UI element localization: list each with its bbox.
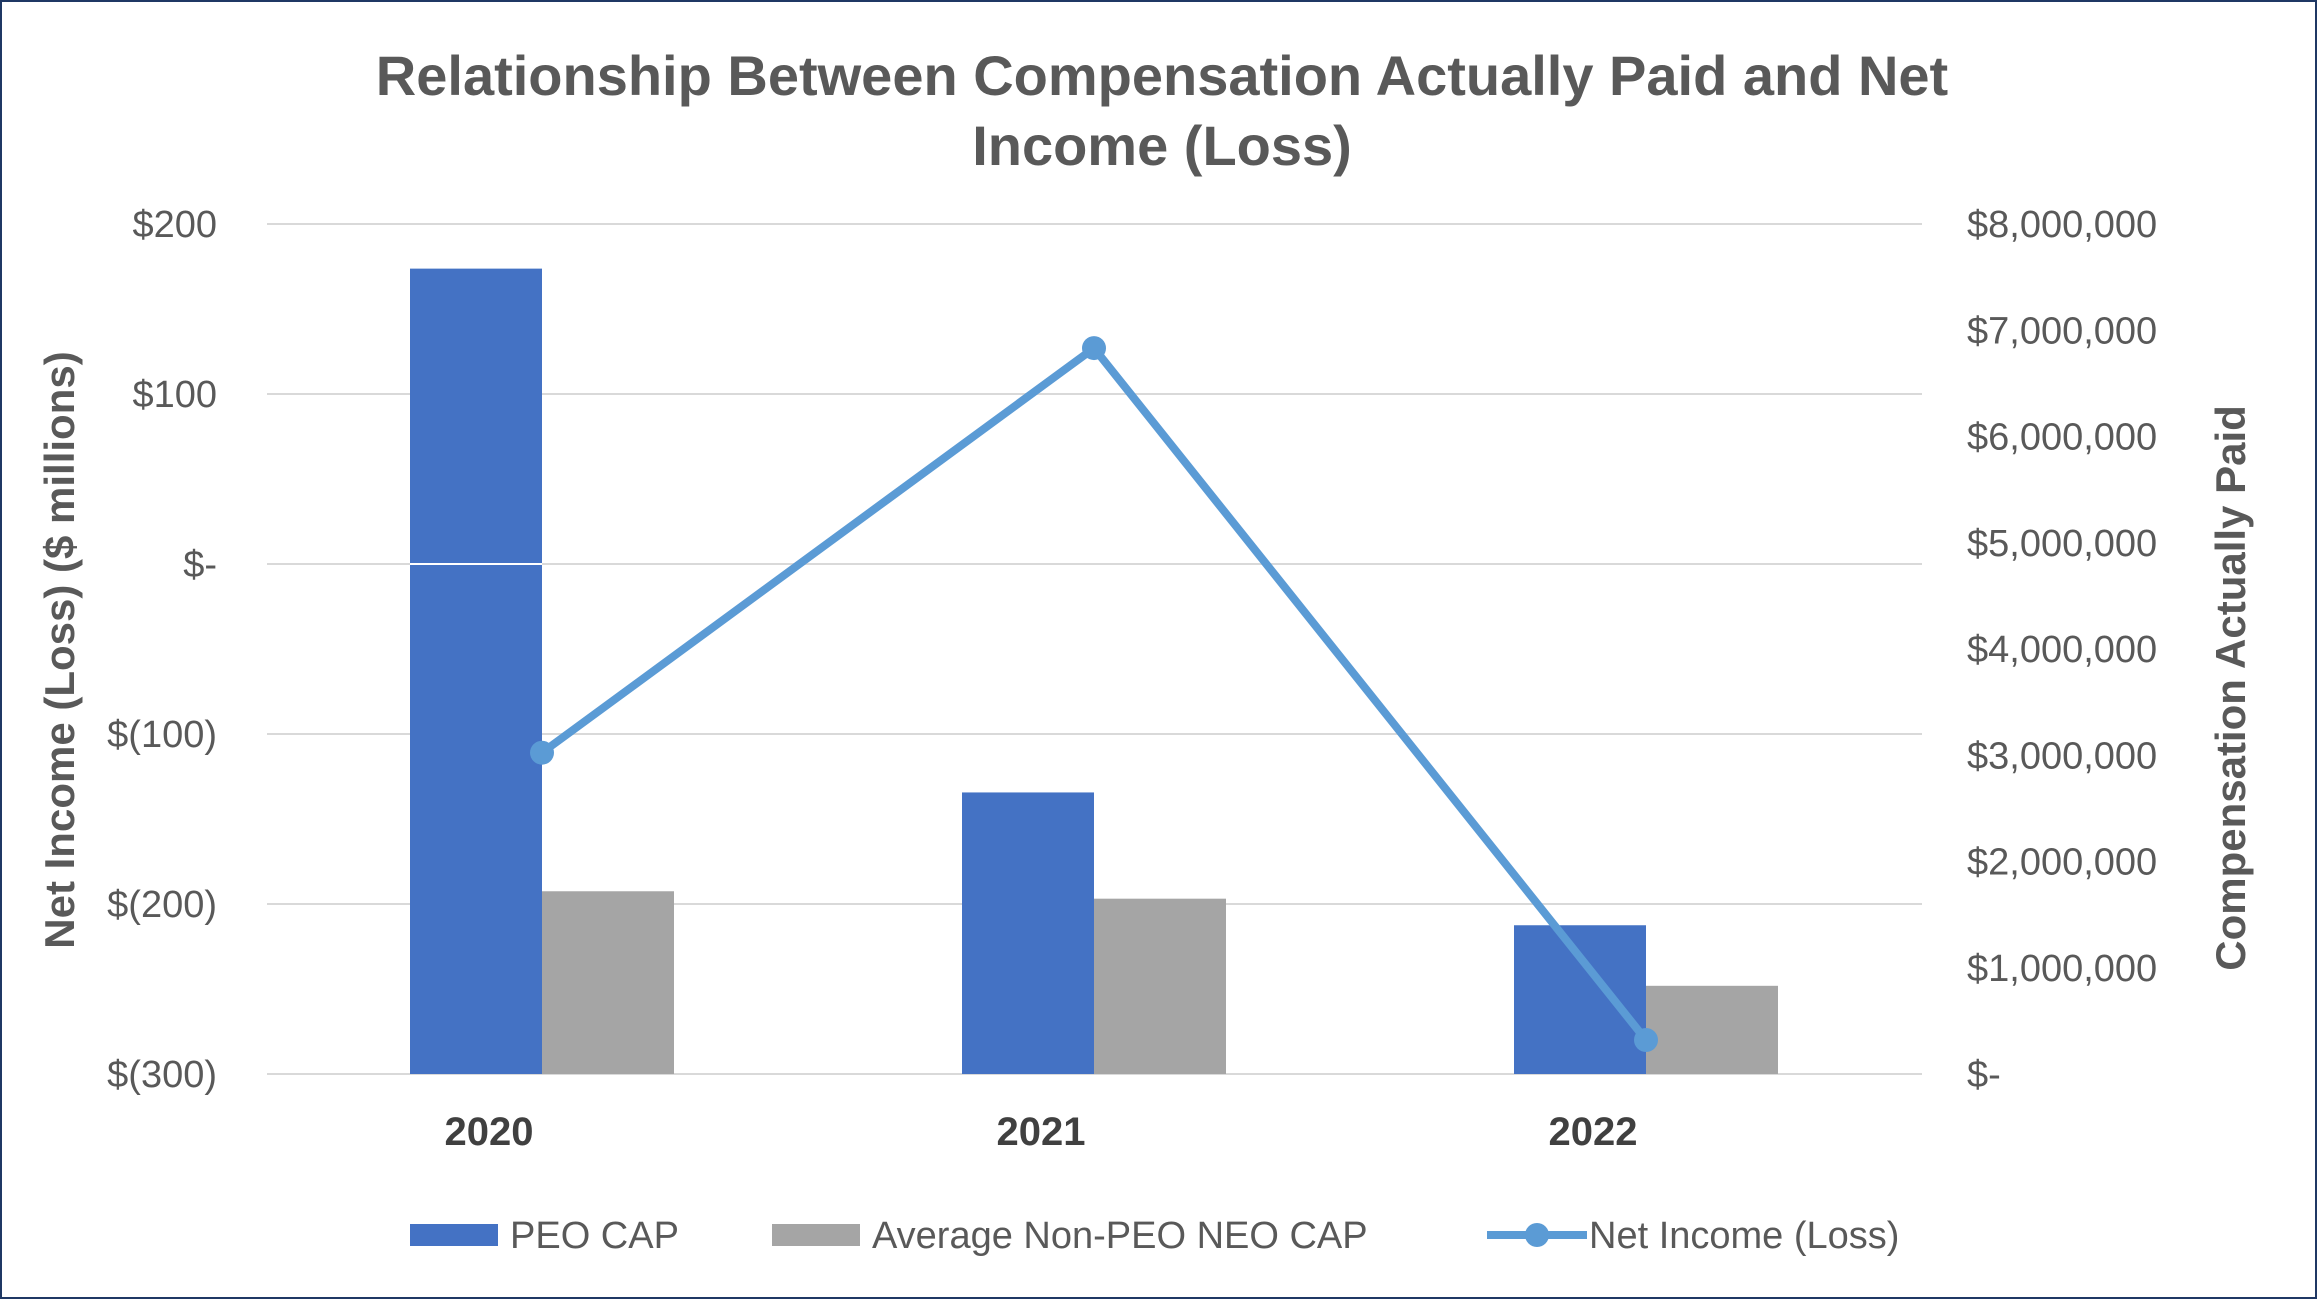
right-tick-label: $6,000,000 <box>1967 417 2157 459</box>
chart-title-line-2: Income (Loss) <box>972 114 1352 177</box>
right-tick-label: $5,000,000 <box>1967 523 2157 565</box>
left-tick-label: $(200) <box>107 884 217 926</box>
left-tick-label: $(300) <box>107 1054 217 1096</box>
left-tick-label: $- <box>183 544 217 586</box>
net-income-point-2022 <box>1634 1028 1658 1052</box>
right-tick-label: $2,000,000 <box>1967 842 2157 884</box>
right-tick-label: $7,000,000 <box>1967 310 2157 352</box>
left-tick-label: $200 <box>132 204 217 246</box>
left-tick-label: $100 <box>132 374 217 416</box>
right-tick-label: $- <box>1967 1054 2001 1096</box>
legend-swatch-average-non-peo-neo-cap <box>772 1224 860 1246</box>
right-axis-title: Compensation Actually Paid <box>2207 405 2254 971</box>
legend-label-net-income-loss-: Net Income (Loss) <box>1589 1215 1899 1257</box>
bar-peo-cap-2020 <box>410 268 542 1074</box>
category-label: 2020 <box>445 1110 534 1154</box>
right-tick-label: $4,000,000 <box>1967 629 2157 671</box>
net-income-point-2020 <box>530 740 554 765</box>
net-income-point-2021 <box>1082 336 1106 361</box>
chart-title-line-1: Relationship Between Compensation Actual… <box>376 44 1948 107</box>
bar-peo-cap-2021 <box>962 792 1094 1074</box>
category-label: 2021 <box>997 1110 1086 1154</box>
legend-label-average-non-peo-neo-cap: Average Non-PEO NEO CAP <box>872 1215 1368 1257</box>
category-label: 2022 <box>1549 1110 1638 1154</box>
legend-swatch-peo-cap <box>410 1224 498 1246</box>
legend-marker-net-income-loss- <box>1525 1223 1549 1247</box>
left-axis-title: Net Income (Loss) ($ millions) <box>36 351 83 948</box>
right-tick-label: $3,000,000 <box>1967 735 2157 777</box>
right-tick-label: $8,000,000 <box>1967 204 2157 246</box>
bar-average-non-peo-neo-cap-2021 <box>1094 898 1226 1074</box>
right-tick-label: $1,000,000 <box>1967 948 2157 990</box>
left-tick-label: $(100) <box>107 714 217 756</box>
bar-peo-cap-2022 <box>1514 925 1646 1074</box>
legend: PEO CAP Average Non-PEO NEO CAP Net Income… <box>410 1215 1899 1257</box>
legend-label-peo-cap: PEO CAP <box>510 1215 679 1257</box>
bar-average-non-peo-neo-cap-2020 <box>542 891 674 1074</box>
bar-average-non-peo-neo-cap-2022 <box>1646 985 1778 1074</box>
